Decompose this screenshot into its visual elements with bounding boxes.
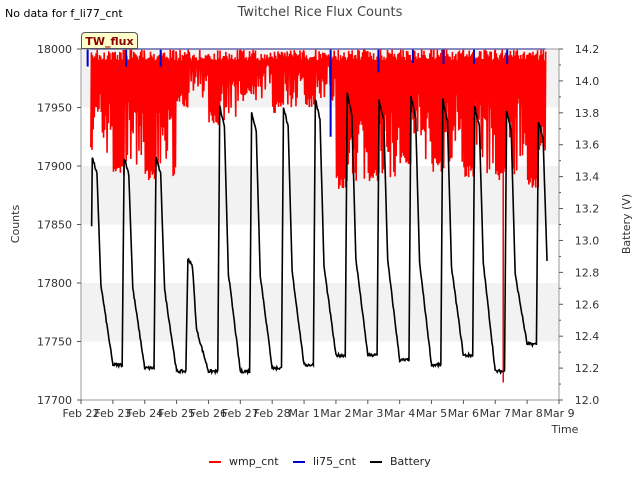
x-tick-label: Mar 2 <box>320 407 351 420</box>
x-tick-label: Mar 8 <box>512 407 543 420</box>
legend-label: li75_cnt <box>313 455 357 468</box>
x-tick-label: Mar 5 <box>416 407 447 420</box>
y2-tick-label: 12.8 <box>575 266 600 279</box>
site-badge: TW_flux <box>81 32 138 49</box>
x-tick-label: Feb 22 <box>63 407 100 420</box>
series-wmp-cnt <box>90 48 547 189</box>
legend-label: Battery <box>390 455 431 468</box>
x-tick-label: Mar 7 <box>480 407 511 420</box>
y-tick-label: 17900 <box>37 160 72 173</box>
y-tick-label: 18000 <box>37 43 72 56</box>
series-battery <box>90 92 548 376</box>
x-tick-label: Mar 1 <box>288 407 319 420</box>
y-tick-label: 17950 <box>37 102 72 115</box>
x-tick-label: Feb 28 <box>254 407 291 420</box>
grid-band <box>81 283 559 342</box>
y2-tick-label: 14.0 <box>575 75 600 88</box>
x-tick-label: Feb 23 <box>94 407 131 420</box>
y2-tick-label: 12.0 <box>575 394 600 407</box>
y2-tick-label: 13.6 <box>575 139 600 152</box>
y2-tick-label: 13.8 <box>575 107 600 120</box>
y-axis-label: Counts <box>9 205 22 244</box>
y-tick-label: 17800 <box>37 277 72 290</box>
y2-tick-label: 12.4 <box>575 330 600 343</box>
y-tick-label: 17750 <box>37 336 72 349</box>
x-tick-label: Feb 26 <box>190 407 227 420</box>
y2-tick-label: 13.4 <box>575 171 600 184</box>
y-tick-label: 17700 <box>37 394 72 407</box>
x-tick-label: Mar 6 <box>448 407 479 420</box>
x-tick-label: Mar 4 <box>384 407 415 420</box>
x-tick-label: Mar 9 <box>543 407 574 420</box>
y2-tick-label: 13.2 <box>575 203 600 216</box>
y2-tick-label: 14.2 <box>575 43 600 56</box>
y2-axis-label: Battery (V) <box>620 194 633 254</box>
y2-tick-label: 12.6 <box>575 298 600 311</box>
x-tick-label: Feb 24 <box>126 407 163 420</box>
y-tick-label: 17850 <box>37 219 72 232</box>
y2-tick-label: 13.0 <box>575 234 600 247</box>
x-tick-label: Feb 27 <box>222 407 259 420</box>
x-tick-label: Mar 3 <box>352 407 383 420</box>
y2-tick-label: 12.2 <box>575 362 600 375</box>
legend-label: wmp_cnt <box>229 455 279 468</box>
x-axis-label: Time <box>551 423 579 436</box>
x-tick-label: Feb 25 <box>158 407 195 420</box>
no-data-note: No data for f_li77_cnt <box>5 7 123 20</box>
chart-title: Twitchel Rice Flux Counts <box>237 5 403 20</box>
